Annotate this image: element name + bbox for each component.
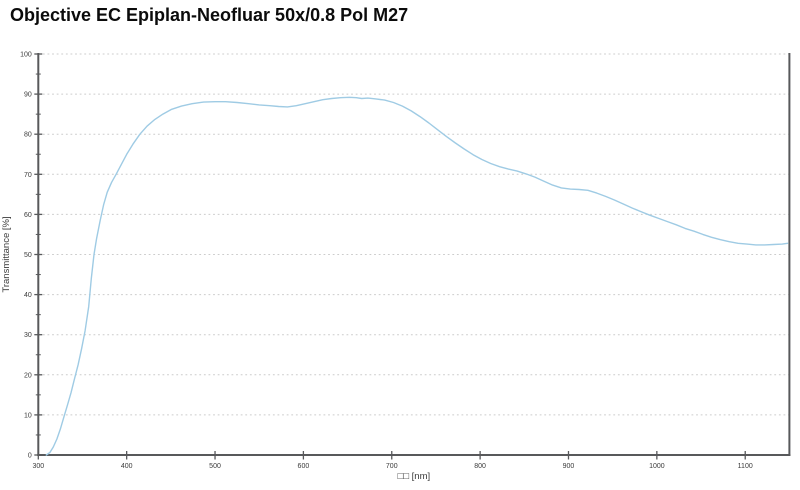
transmittance-curve (45, 96, 789, 456)
svg-text:1100: 1100 (738, 463, 753, 470)
svg-text:400: 400 (121, 463, 133, 470)
svg-text:100: 100 (20, 52, 32, 59)
svg-text:80: 80 (24, 132, 32, 139)
chart-title: Objective EC Epiplan-Neofluar 50x/0.8 Po… (10, 5, 409, 25)
svg-text:10: 10 (24, 412, 32, 419)
svg-text:600: 600 (298, 463, 310, 470)
svg-text:60: 60 (24, 212, 32, 219)
svg-text:300: 300 (32, 463, 44, 470)
svg-text:900: 900 (563, 463, 575, 470)
x-tick-labels: 300 400 500 600 700 800 900 1000 1100 (32, 463, 752, 470)
tick-marks (34, 53, 746, 460)
svg-text:800: 800 (474, 463, 486, 470)
svg-text:1000: 1000 (649, 463, 665, 470)
svg-text:30: 30 (24, 332, 32, 339)
x-axis-label: □□ [nm] (398, 471, 431, 482)
svg-text:700: 700 (386, 463, 398, 470)
gridlines (38, 53, 790, 416)
svg-text:0: 0 (28, 453, 32, 460)
svg-text:40: 40 (24, 292, 32, 299)
svg-text:70: 70 (24, 172, 32, 179)
svg-text:500: 500 (209, 463, 221, 470)
y-axis-label: Transmittance [%] (1, 216, 12, 292)
svg-text:50: 50 (24, 252, 32, 259)
y-tick-labels: 0 10 20 30 40 50 60 70 80 90 100 (20, 52, 32, 460)
svg-text:90: 90 (24, 92, 32, 99)
svg-text:20: 20 (24, 372, 32, 379)
